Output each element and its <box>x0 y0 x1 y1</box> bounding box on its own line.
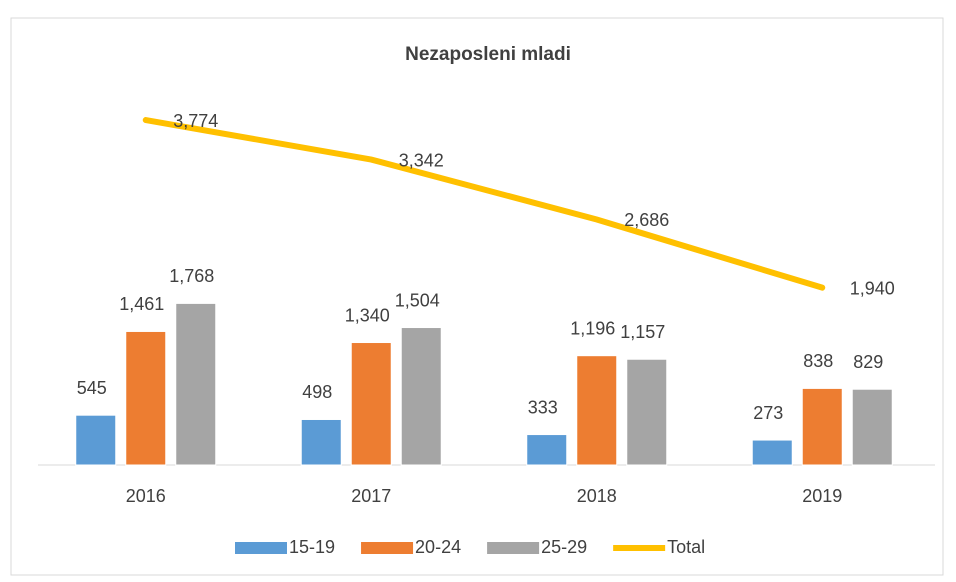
line <box>142 117 826 291</box>
bar <box>801 387 843 466</box>
bar <box>851 388 893 466</box>
data-label: 1,461 <box>119 294 164 314</box>
data-label: 333 <box>528 397 558 417</box>
legend-label: 20-24 <box>415 537 461 557</box>
bar <box>751 439 793 466</box>
bar <box>350 342 392 466</box>
bar <box>400 327 442 466</box>
data-label: 1,157 <box>620 322 665 342</box>
bar <box>526 434 568 466</box>
legend-label: 25-29 <box>541 537 587 557</box>
data-label: 545 <box>77 378 107 398</box>
x-tick-label: 2019 <box>802 486 842 506</box>
data-label: 3,342 <box>399 150 444 170</box>
x-tick-label: 2018 <box>577 486 617 506</box>
legend-swatch <box>235 542 287 554</box>
data-label: 829 <box>853 352 883 372</box>
x-tick-label: 2017 <box>351 486 391 506</box>
legend-label: Total <box>667 537 705 557</box>
legend-swatch <box>361 542 414 554</box>
data-label: 838 <box>803 351 833 371</box>
data-label: 1,340 <box>345 305 390 325</box>
data-label: 498 <box>302 382 332 402</box>
data-label: 1,504 <box>395 290 440 310</box>
bar <box>125 330 167 466</box>
bar <box>75 414 117 466</box>
data-label: 1,940 <box>850 278 895 298</box>
bar <box>300 418 342 466</box>
legend-swatch <box>487 542 540 554</box>
bar <box>626 358 668 466</box>
x-tick-label: 2016 <box>126 486 166 506</box>
data-label: 1,196 <box>570 318 615 338</box>
legend-label: 15-19 <box>289 537 335 557</box>
chart-title: Nezaposleni mladi <box>405 44 571 65</box>
bar <box>576 355 618 466</box>
data-label: 2,686 <box>624 210 669 230</box>
data-label: 1,768 <box>169 266 214 286</box>
bar <box>175 302 217 466</box>
data-label: 3,774 <box>173 111 218 131</box>
data-label: 273 <box>753 403 783 423</box>
chart-border <box>10 17 944 576</box>
